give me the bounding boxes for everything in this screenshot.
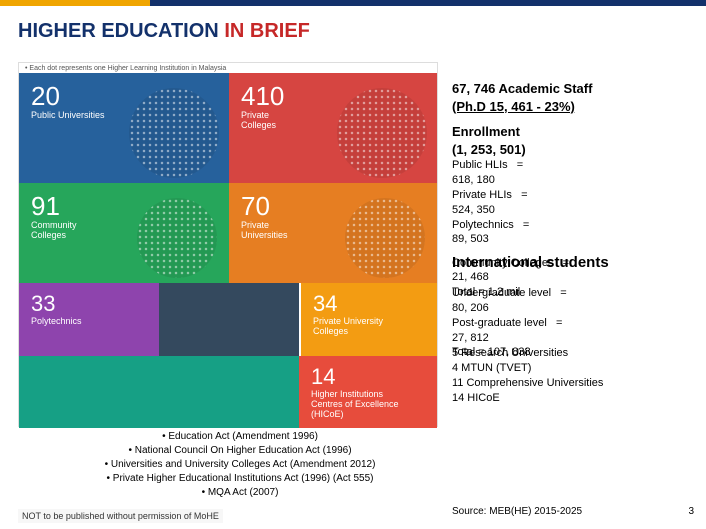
- block-number: 34: [313, 293, 425, 315]
- enroll-row: Public HLIs =618, 180: [452, 158, 700, 188]
- block-number: 33: [31, 293, 147, 315]
- staff-section: 67, 746 Academic Staff (Ph.D 15, 461 - 2…: [452, 80, 700, 115]
- v: 524, 350: [452, 204, 495, 216]
- act-text: National Council On Higher Education Act…: [135, 445, 352, 456]
- v: 80, 206: [452, 302, 489, 314]
- staff-line1: 67, 746 Academic Staff: [452, 80, 700, 98]
- act-item: • Universities and University Colleges A…: [30, 458, 450, 472]
- extra-item: 11 Comprehensive Universities: [452, 376, 700, 391]
- footer-note: NOT to be published without permission o…: [18, 509, 223, 523]
- info-block-private-univ: 70 Private Universities: [229, 183, 437, 283]
- block-label: Private University Colleges: [313, 317, 425, 337]
- block-label: Higher Institutions Centres of Excellenc…: [311, 390, 425, 420]
- info-block-private-colleges: 410 Private Colleges: [229, 73, 437, 183]
- k: Undergraduate level: [452, 287, 551, 299]
- dots-icon: [137, 198, 217, 278]
- enrollment-heading: Enrollment: [452, 123, 700, 141]
- info-block-public-univ: 20 Public Universities: [19, 73, 229, 183]
- act-item: • Private Higher Educational Institution…: [30, 472, 450, 486]
- page-number: 3: [688, 506, 694, 517]
- k: Public HLIs: [452, 159, 508, 171]
- act-text: Universities and University Colleges Act…: [111, 459, 376, 470]
- enroll-row: Polytechnics =89, 503: [452, 218, 700, 248]
- intl-row: Undergraduate level =80, 206: [452, 286, 700, 316]
- accent-bar-right: [150, 0, 706, 6]
- extra-item: 4 MTUN (TVET): [452, 361, 700, 376]
- dots-icon: [129, 88, 219, 178]
- act-text: Education Act (Amendment 1996): [168, 431, 318, 442]
- act-item: • National Council On Higher Education A…: [30, 444, 450, 458]
- v: 89, 503: [452, 233, 489, 245]
- title-main: HIGHER EDUCATION: [18, 20, 224, 42]
- v: 618, 180: [452, 174, 495, 186]
- act-text: MQA Act (2007): [208, 487, 279, 498]
- title-accent: IN BRIEF: [224, 20, 310, 42]
- k: Private HLIs: [452, 189, 512, 201]
- k: Polytechnics: [452, 219, 514, 231]
- info-block-polytechnics: 33 Polytechnics: [19, 283, 159, 356]
- block-number: 14: [311, 366, 425, 388]
- staff-line2: (Ph.D 15, 461 - 23%): [452, 98, 700, 116]
- k: Post-graduate level: [452, 317, 547, 329]
- info-block-hicoe: 14 Higher Institutions Centres of Excell…: [299, 356, 437, 428]
- extra-item: 5 Research Universities: [452, 346, 700, 361]
- extra-list: 5 Research Universities 4 MTUN (TVET) 11…: [452, 346, 700, 405]
- act-item: • MQA Act (2007): [30, 486, 450, 500]
- block-label: Polytechnics: [31, 317, 147, 327]
- act-item: • Education Act (Amendment 1996): [30, 430, 450, 444]
- info-block-spacer2: [19, 356, 299, 428]
- enrollment-sub: (1, 253, 501): [452, 141, 700, 159]
- infographic-legend: • Each dot represents one Higher Learnin…: [25, 65, 226, 72]
- infographic-panel: • Each dot represents one Higher Learnin…: [18, 62, 438, 427]
- intl-row: Post-graduate level =27, 812: [452, 316, 700, 346]
- info-block-spacer: [159, 283, 299, 356]
- source-text: Source: MEB(HE) 2015-2025: [452, 506, 582, 517]
- dots-icon: [345, 198, 425, 278]
- stats-column: 67, 746 Academic Staff (Ph.D 15, 461 - 2…: [452, 80, 700, 414]
- acts-list: • Education Act (Amendment 1996) • Natio…: [30, 430, 450, 500]
- act-text: Private Higher Educational Institutions …: [113, 473, 374, 484]
- extra-item: 14 HICoE: [452, 391, 700, 406]
- dots-icon: [337, 88, 427, 178]
- enroll-row: Private HLIs =524, 350: [452, 188, 700, 218]
- info-block-community-colleges: 91 Community Colleges: [19, 183, 229, 283]
- intl-heading: International students: [452, 253, 700, 273]
- info-block-private-univ-colleges: 34 Private University Colleges: [299, 283, 437, 356]
- enrollment-section: Enrollment (1, 253, 501) Public HLIs =61…: [452, 123, 700, 406]
- accent-bar-left: [0, 0, 150, 6]
- page-title: HIGHER EDUCATION IN BRIEF: [18, 20, 310, 43]
- v: 27, 812: [452, 332, 489, 344]
